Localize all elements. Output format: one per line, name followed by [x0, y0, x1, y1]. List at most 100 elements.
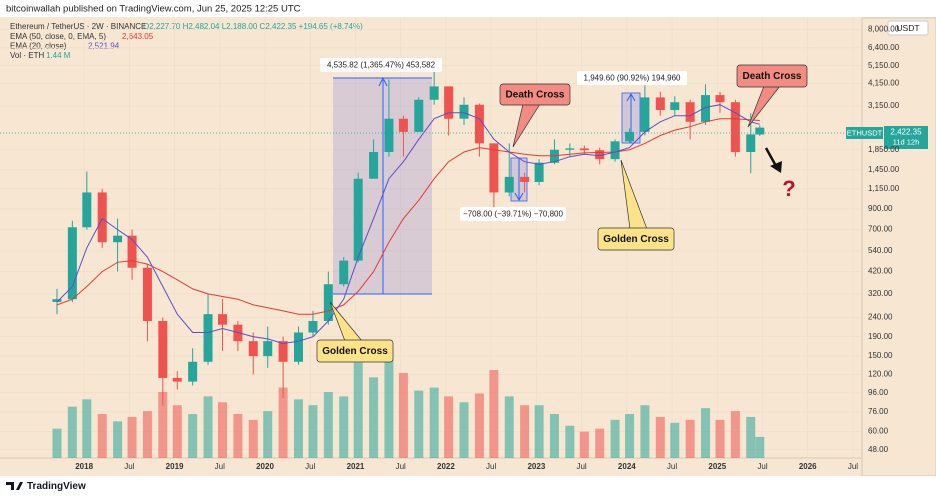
measure-label-box [320, 58, 442, 72]
price-tag [884, 126, 928, 149]
callout-text: Death Cross [506, 90, 565, 101]
measure-label: 4,535.82 (1,365.47%) 453,582 [327, 61, 436, 70]
footer-text: TradingView [27, 481, 86, 492]
volume-bar [534, 405, 544, 458]
candle-body [323, 284, 333, 322]
down-arrow [764, 147, 778, 167]
candle-body [172, 377, 182, 382]
y-tick-label: 5,150.00 [868, 61, 900, 70]
volume-bar [82, 399, 92, 458]
legend-value: 2,643.05 [122, 32, 154, 41]
ohlc-text: O2,227.70 H2,482.04 L2,188.00 C2,422.35 … [143, 22, 363, 31]
legend-value: 2,521.94 [88, 42, 120, 51]
candle-body [353, 178, 363, 261]
volume-bar [158, 392, 168, 458]
volume-bar [595, 428, 605, 458]
y-tick-label: 190.00 [868, 332, 893, 341]
candle-body [142, 267, 152, 322]
x-tick-label: 2021 [347, 462, 365, 471]
x-tick-label: Jul [486, 462, 496, 471]
x-tick-label: 2022 [437, 462, 455, 471]
volume-bar [685, 419, 695, 458]
x-tick-label: Jul [124, 462, 134, 471]
candle-body [579, 148, 589, 151]
tradingview-logo [6, 482, 23, 490]
volume-bar [489, 370, 499, 458]
volume-bar [625, 414, 635, 458]
callout-box [316, 339, 394, 363]
callout-pointer [747, 85, 781, 128]
x-tick-label: 2020 [256, 462, 274, 471]
candle-body [730, 102, 740, 153]
candle-body [339, 260, 349, 285]
volume [52, 348, 765, 458]
candle-body [308, 321, 318, 333]
candle-body [67, 227, 77, 300]
measure-label: 1,949.60 (90.92%) 194,960 [584, 74, 682, 83]
volume-bar [353, 362, 363, 458]
candle-body [158, 321, 168, 378]
x-tick-label: 2019 [166, 462, 184, 471]
candle-body [248, 341, 258, 357]
candle-body [52, 299, 62, 302]
volume-bar [755, 436, 765, 458]
footer-bar [0, 476, 936, 496]
callout-pointer [329, 301, 363, 342]
callout-text: Golden Cross [322, 346, 388, 357]
volume-bar [339, 396, 349, 458]
volume-bar [218, 402, 228, 458]
volume-bar [127, 416, 137, 458]
x-tick-label: 2025 [708, 462, 726, 471]
candle-body [520, 176, 530, 182]
candle-body [188, 361, 198, 382]
currency: USDT [896, 23, 919, 33]
volume-bar [746, 416, 756, 458]
x-tick-label: Jul [848, 462, 858, 471]
callout-text: Golden Cross [603, 234, 669, 245]
candle-body [715, 95, 725, 103]
y-tick-label: 900.00 [868, 204, 893, 213]
volume-bar [384, 348, 394, 458]
callout-text: Death Cross [743, 71, 802, 82]
x-tick-label: Jul [667, 462, 677, 471]
candle-body [263, 341, 273, 357]
candle-body [459, 104, 469, 119]
candle-body [474, 104, 484, 144]
candle-body [755, 127, 765, 135]
candle-body [82, 192, 92, 228]
y-tick-label: 420.00 [868, 267, 893, 276]
volume-bar [549, 414, 559, 458]
volume-bar [520, 405, 530, 458]
volume-bar [263, 411, 273, 458]
y-tick-label: 48.00 [868, 445, 889, 454]
volume-bar [172, 405, 182, 458]
legend-value: 1.44 M [46, 51, 71, 60]
callout-pointer [512, 103, 541, 148]
volume-bar [398, 372, 408, 458]
symbol-tag [846, 127, 883, 139]
candle-body [746, 134, 756, 153]
volume-bar [113, 421, 123, 458]
candle-body [278, 341, 288, 362]
x-tick-label: Jul [215, 462, 225, 471]
x-tick-label: Jul [757, 462, 767, 471]
x-tick-label: Jul [396, 462, 406, 471]
candle-body [293, 332, 303, 362]
volume-bar [504, 396, 514, 458]
y-tick-label: 3,150.00 [868, 101, 900, 110]
measure-label-box [460, 207, 566, 221]
ema-line [56, 104, 760, 345]
volume-bar [670, 422, 680, 458]
volume-bar [369, 377, 379, 458]
legend-name: EMA (50, close, 0, EMA, 5) [10, 32, 106, 41]
y-tick-label: 1,150.00 [868, 184, 900, 193]
y-tick-label: 60.00 [868, 427, 889, 436]
y-tick-label: 1,850.00 [868, 145, 900, 154]
candle-body [127, 235, 137, 268]
candle-body [595, 150, 605, 160]
currency-box [887, 20, 929, 36]
candle-body [414, 99, 424, 132]
volume-bar [701, 408, 711, 458]
y-tick-label: 4,150.00 [868, 79, 900, 88]
